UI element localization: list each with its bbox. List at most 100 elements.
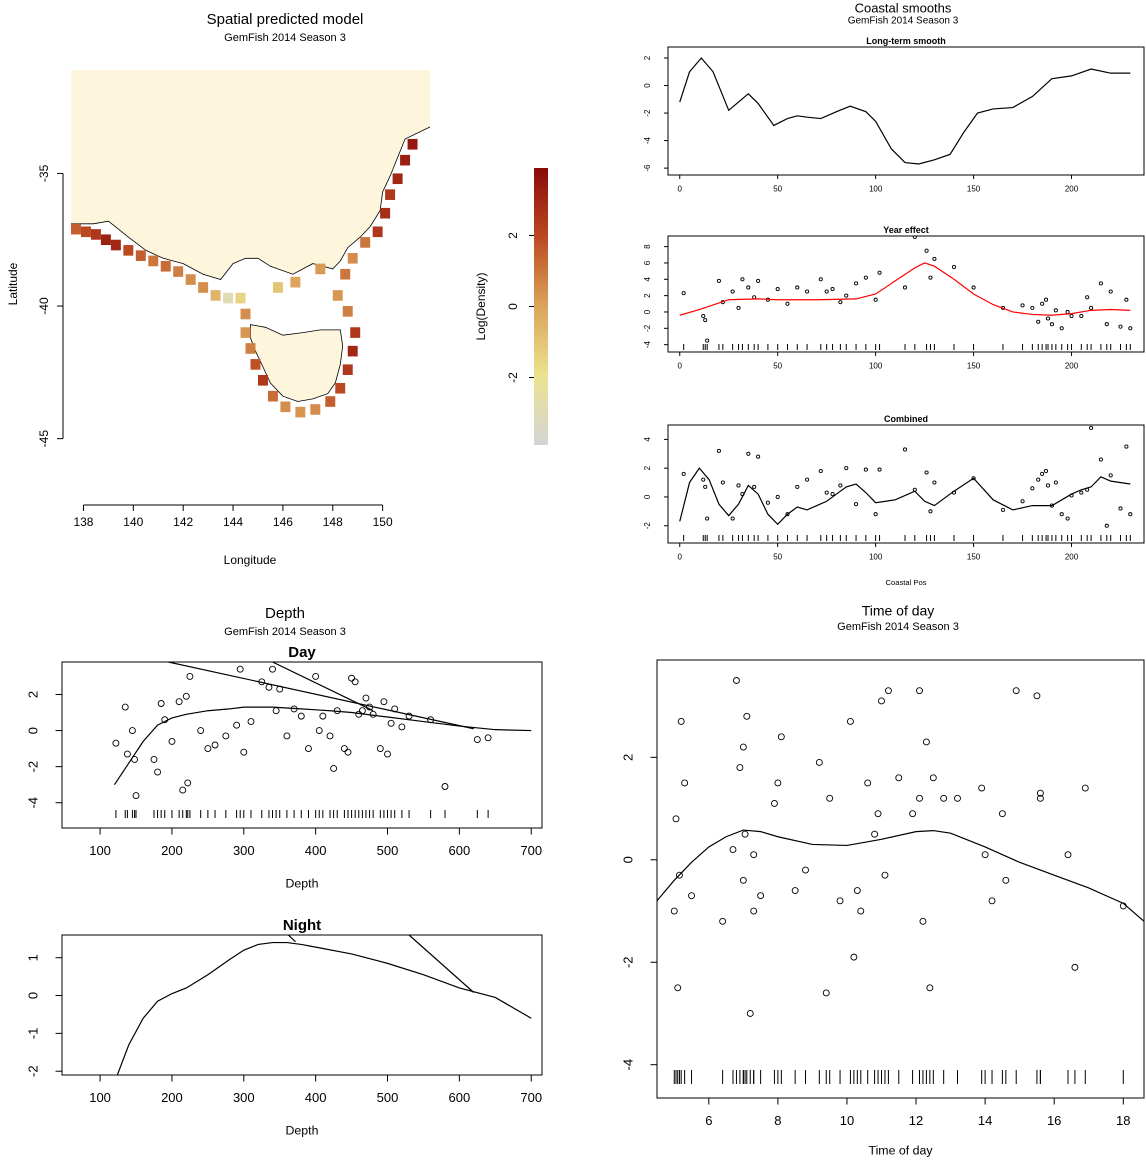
data-point <box>1036 794 1044 802</box>
data-point <box>757 892 765 900</box>
chart-subtitle: GemFish 2014 Season 3 <box>224 626 346 638</box>
density-cell <box>250 359 261 370</box>
data-point <box>1118 324 1123 329</box>
data-point <box>376 745 384 753</box>
data-point <box>330 765 338 772</box>
data-point <box>1044 468 1049 474</box>
density-cell <box>310 404 321 415</box>
data-point <box>1104 523 1109 528</box>
data-point <box>743 712 751 720</box>
data-point <box>951 264 957 270</box>
data-point <box>123 750 131 758</box>
x-tick-label: 0 <box>678 553 683 562</box>
chart-title: Time of day <box>862 603 935 619</box>
data-point <box>750 851 758 859</box>
panel-title: Year effect <box>883 225 929 235</box>
data-point <box>681 291 686 296</box>
data-point <box>132 792 140 799</box>
data-point <box>441 783 449 790</box>
x-tick-label: 500 <box>377 843 399 858</box>
data-point <box>853 281 859 286</box>
data-point <box>1040 471 1045 476</box>
x-tick-label: 50 <box>773 362 782 371</box>
data-point <box>128 727 136 735</box>
data-point <box>719 917 727 925</box>
data-point <box>197 727 205 735</box>
x-tick-label: 10 <box>840 1113 854 1128</box>
data-point <box>877 270 882 275</box>
data-point <box>1040 301 1045 306</box>
chart-title: Coastal smooths <box>855 0 952 15</box>
data-point <box>924 470 929 475</box>
y-tick-label: -4 <box>643 341 652 349</box>
y-tick-label: -2 <box>25 1065 40 1077</box>
data-point <box>484 734 492 742</box>
density-cell <box>342 306 353 317</box>
x-tick-label: 300 <box>233 843 255 858</box>
data-point <box>319 712 327 720</box>
density-cell <box>223 292 234 304</box>
data-point <box>971 285 976 290</box>
data-point <box>676 871 683 879</box>
data-point <box>902 285 908 290</box>
data-point <box>874 810 882 818</box>
data-point <box>716 448 721 453</box>
data-point <box>1045 483 1051 488</box>
data-point <box>1065 309 1070 315</box>
data-point <box>1036 477 1041 482</box>
density-cell <box>392 173 403 185</box>
data-point <box>1124 444 1129 449</box>
x-tick-label: 100 <box>89 843 111 858</box>
x-tick-label: 700 <box>520 1090 542 1105</box>
density-cell <box>110 239 121 251</box>
data-point <box>312 672 320 680</box>
data-point <box>1108 473 1113 478</box>
density-cell <box>335 382 346 394</box>
y-tick-label: 0 <box>620 856 635 863</box>
data-point <box>1065 516 1070 521</box>
data-point <box>1098 281 1103 286</box>
density-cell <box>173 266 184 277</box>
data-point <box>1030 486 1035 491</box>
land <box>71 70 430 280</box>
data-point <box>672 815 680 823</box>
data-point <box>765 500 770 505</box>
x-tick-label: 0 <box>678 185 683 194</box>
y-tick-label: -45 <box>37 430 51 448</box>
x-tick-label: 18 <box>1116 1113 1130 1128</box>
y-tick-label: -40 <box>37 297 51 315</box>
x-tick-label: 8 <box>774 1113 781 1128</box>
density-cell <box>90 229 101 240</box>
data-point <box>978 784 986 792</box>
y-tick-label: 2 <box>643 465 652 470</box>
data-point <box>1030 305 1035 310</box>
x-tick-label: 146 <box>273 515 293 529</box>
data-point <box>732 677 740 684</box>
data-point <box>838 300 843 305</box>
data-point <box>756 454 761 459</box>
density-cell <box>100 234 111 246</box>
x-tick-label: 500 <box>377 1090 399 1105</box>
data-point <box>681 471 686 476</box>
y-tick-label: 2 <box>643 55 652 60</box>
map-layer <box>71 70 430 418</box>
y-tick-label: 1 <box>25 954 40 961</box>
data-point <box>703 484 708 489</box>
y-tick-label: -2 <box>643 324 652 332</box>
density-cell <box>280 401 291 413</box>
smooth-line <box>116 941 532 1075</box>
data-point <box>405 712 413 720</box>
density-cell <box>372 226 383 238</box>
data-point <box>988 897 996 905</box>
data-point <box>157 700 165 707</box>
density-cell <box>347 253 358 264</box>
data-point <box>873 297 878 302</box>
x-tick-label: 150 <box>967 185 981 194</box>
data-point <box>269 665 276 673</box>
x-tick-label: 142 <box>173 515 193 529</box>
data-point <box>398 723 406 731</box>
chart-title: Depth <box>265 605 305 622</box>
data-point <box>746 1010 754 1017</box>
data-point <box>746 451 751 456</box>
